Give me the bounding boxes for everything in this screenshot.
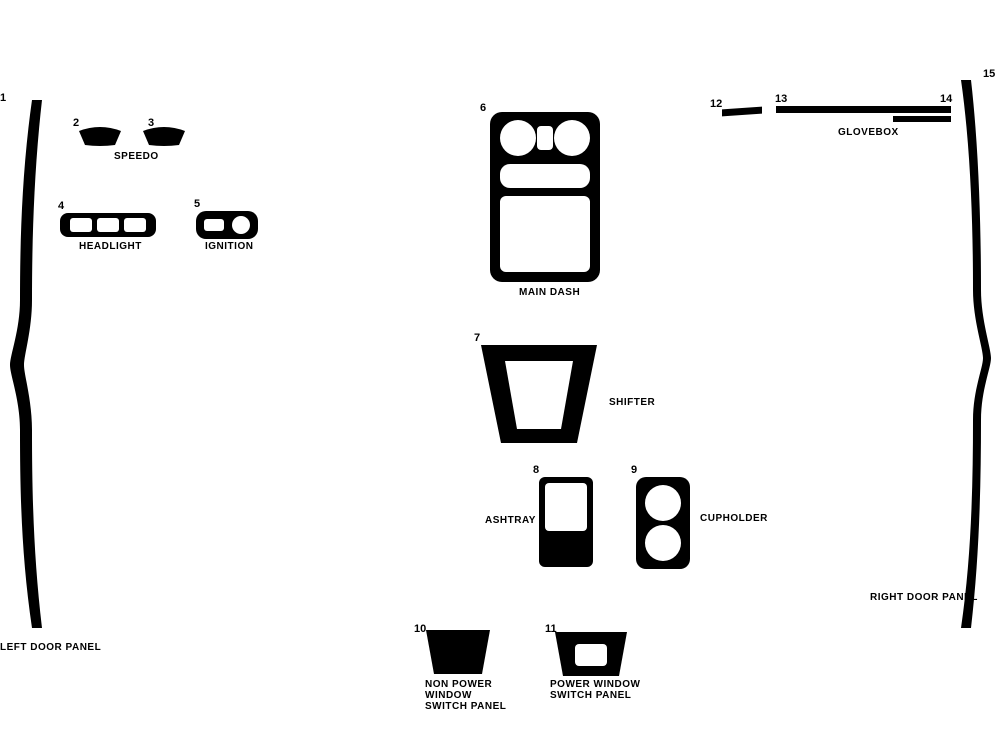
num-15: 15 <box>983 68 995 80</box>
label-headlight: HEADLIGHT <box>79 241 142 252</box>
num-13: 13 <box>775 93 787 105</box>
ignition-panel <box>196 211 258 239</box>
label-cupholder: CUPHOLDER <box>700 513 768 524</box>
num-10: 10 <box>414 623 426 635</box>
num-9: 9 <box>631 464 637 476</box>
label-speedo: SPEEDO <box>114 151 159 162</box>
label-glovebox: GLOVEBOX <box>838 127 899 138</box>
right-door-panel <box>957 80 993 630</box>
label-ignition: IGNITION <box>205 241 253 252</box>
speedo-right <box>143 127 185 147</box>
num-6: 6 <box>480 102 486 114</box>
num-3: 3 <box>148 117 154 129</box>
ashtray-panel <box>539 477 593 567</box>
num-2: 2 <box>73 117 79 129</box>
label-ashtray: ASHTRAY <box>485 515 536 526</box>
speedo-left <box>79 127 121 147</box>
label-left-door: LEFT DOOR PANEL <box>0 642 101 653</box>
num-4: 4 <box>58 200 64 212</box>
cupholder-panel <box>636 477 690 569</box>
num-7: 7 <box>474 332 480 344</box>
headlight-panel <box>60 213 156 237</box>
num-8: 8 <box>533 464 539 476</box>
label-right-door: RIGHT DOOR PANEL <box>870 592 978 603</box>
label-non-power: NON POWER WINDOW SWITCH PANEL <box>425 679 506 712</box>
num-12: 12 <box>710 98 722 110</box>
glovebox-strip-13 <box>776 106 951 113</box>
glovebox-strip-12 <box>722 107 762 117</box>
non-power-switch-panel <box>426 630 490 674</box>
shifter-panel <box>481 345 597 443</box>
num-14: 14 <box>940 93 952 105</box>
num-11: 11 <box>545 623 557 635</box>
left-door-panel <box>10 100 46 630</box>
main-dash <box>490 112 600 282</box>
label-shifter: SHIFTER <box>609 397 655 408</box>
num-5: 5 <box>194 198 200 210</box>
power-switch-panel <box>555 632 627 676</box>
label-power: POWER WINDOW SWITCH PANEL <box>550 679 640 701</box>
num-1: 1 <box>0 92 6 104</box>
label-main-dash: MAIN DASH <box>519 287 580 298</box>
glovebox-strip-14 <box>893 116 951 122</box>
